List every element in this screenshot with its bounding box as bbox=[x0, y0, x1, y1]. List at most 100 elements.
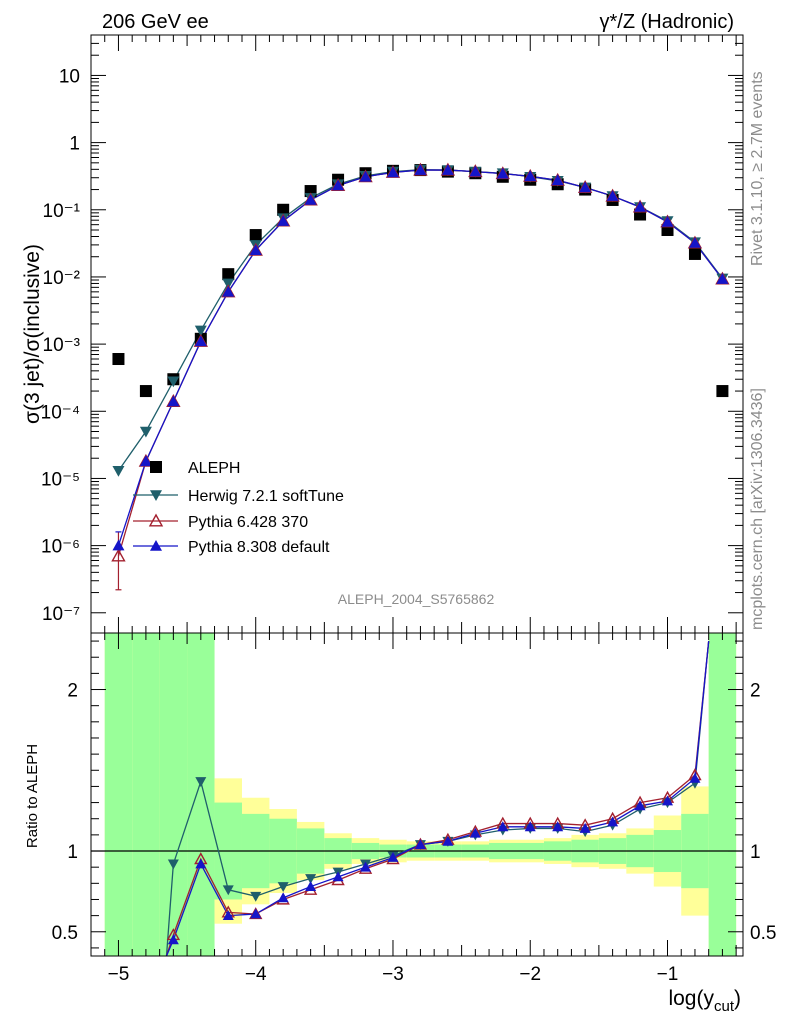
ratio-data-point bbox=[250, 908, 262, 919]
ratio-data-point bbox=[442, 835, 454, 846]
main-data-point bbox=[441, 164, 454, 175]
ratio-data-point bbox=[689, 772, 701, 783]
main-data-point bbox=[139, 426, 152, 438]
ratio-data-point bbox=[305, 881, 317, 891]
main-data-point bbox=[112, 539, 125, 551]
ratio-x-tick-label: −4 bbox=[245, 964, 267, 985]
legend-swatch-marker bbox=[150, 490, 162, 501]
legend-entry-label: Herwig 7.2.1 softTune bbox=[188, 488, 344, 505]
ratio-data-point bbox=[222, 885, 234, 896]
main-series-layer bbox=[111, 162, 730, 591]
ratio-stat-band bbox=[708, 633, 737, 956]
legend: ALEPH Herwig 7.2.1 softTune Pythia 6.428 3… bbox=[133, 460, 344, 556]
x-axis-label-subscript: cut bbox=[714, 998, 735, 1015]
x-axis-label: log(ycut) bbox=[668, 987, 741, 1015]
main-data-point bbox=[167, 395, 180, 407]
main-y-tick-label: 1 bbox=[69, 134, 80, 155]
ratio-data-point bbox=[634, 800, 646, 811]
ratio-stat-band bbox=[104, 633, 133, 956]
legend-swatch-marker bbox=[150, 461, 162, 473]
ratio-frame bbox=[90, 632, 744, 957]
main-data-point bbox=[469, 165, 482, 177]
ratio-data-point bbox=[222, 910, 234, 921]
mcplots-label: mcplots.cern.ch [arXiv:1306.3436] bbox=[749, 388, 766, 630]
ratio-stat-band bbox=[187, 633, 215, 956]
header-left: 206 GeV ee bbox=[102, 11, 209, 33]
legend-swatch-marker bbox=[148, 513, 164, 527]
main-y-tick-label: 10 bbox=[59, 66, 80, 87]
main-series-1 bbox=[117, 169, 723, 472]
main-data-point bbox=[222, 285, 235, 297]
ratio-stat-band bbox=[132, 633, 160, 956]
main-data-point bbox=[359, 170, 372, 182]
main-data-point bbox=[386, 166, 399, 178]
main-data-point bbox=[222, 268, 235, 281]
main-y-tick-label: 10⁻⁶ bbox=[41, 537, 80, 558]
ratio-data-point bbox=[305, 874, 317, 884]
legend-entry-label: Pythia 8.308 default bbox=[188, 539, 330, 556]
main-data-point bbox=[194, 335, 207, 347]
ratio-data-point bbox=[387, 851, 399, 862]
main-data-point bbox=[222, 278, 235, 290]
ratio-x-tick-label: −1 bbox=[657, 964, 679, 985]
ratio-y-axis-label: Ratio to ALEPH bbox=[24, 744, 41, 848]
main-data-point bbox=[496, 167, 509, 179]
analysis-id: ALEPH_2004_S5765862 bbox=[338, 591, 495, 607]
main-y-tick-label: 10⁻² bbox=[43, 268, 81, 289]
ratio-data-point bbox=[607, 816, 619, 827]
ratio-data-point bbox=[167, 859, 179, 870]
main-data-point bbox=[249, 244, 262, 256]
ratio-x-tick-label: −2 bbox=[519, 964, 541, 985]
main-y-tick-label: 10⁻⁷ bbox=[42, 604, 80, 625]
main-y-tick-label: 10⁻³ bbox=[43, 335, 81, 356]
ratio-y-tick-label-left: 1 bbox=[67, 842, 78, 863]
ratio-axis-ticks: 0.5 0.5 1 1 2 2 −5 −4 −3 −2 −1 bbox=[52, 633, 776, 985]
main-data-point bbox=[112, 353, 125, 366]
ratio-data-point bbox=[524, 821, 536, 832]
header-right: γ*/Z (Hadronic) bbox=[600, 11, 734, 33]
main-axis-ticks: 10⁻⁷ 10⁻⁶ 10⁻⁵ 10⁻⁴ 10⁻³ 10⁻² 10⁻¹ 1 10 bbox=[41, 34, 743, 633]
ratio-y-tick-label-right: 1 bbox=[750, 842, 761, 863]
rivet-version-label: Rivet 3.1.10, ≥ 2.7M events bbox=[749, 71, 766, 266]
legend-swatch-marker bbox=[150, 540, 162, 551]
ratio-data-point bbox=[552, 821, 564, 832]
ratio-data-point bbox=[195, 777, 207, 788]
main-data-point bbox=[688, 247, 701, 260]
main-data-point bbox=[716, 385, 729, 398]
main-data-point bbox=[139, 385, 152, 398]
ratio-series-line bbox=[165, 641, 710, 957]
main-y-axis-label: σ(3 jet)/σ(inclusive) bbox=[21, 244, 44, 424]
ratio-data-point bbox=[277, 882, 289, 893]
ratio-series-2 bbox=[165, 641, 710, 957]
x-axis-label-suffix: ) bbox=[734, 987, 741, 1010]
ratio-y-tick-label-right: 2 bbox=[750, 681, 761, 702]
ratio-y-tick-label-left: 0.5 bbox=[52, 923, 78, 944]
ratio-data-point bbox=[250, 891, 262, 902]
ratio-data-point bbox=[332, 871, 344, 882]
ratio-y-tick-label-left: 2 bbox=[67, 681, 78, 702]
main-data-point bbox=[304, 193, 317, 205]
main-data-point bbox=[634, 200, 647, 212]
main-data-point bbox=[551, 174, 564, 186]
ratio-data-point bbox=[469, 827, 481, 838]
main-data-point bbox=[332, 179, 345, 191]
ratio-panel bbox=[91, 633, 743, 956]
ratio-y-tick-label-right: 0.5 bbox=[750, 923, 776, 944]
main-data-point bbox=[606, 190, 619, 201]
main-data-point bbox=[249, 229, 262, 242]
main-data-point bbox=[661, 215, 674, 227]
ratio-data-point bbox=[167, 934, 179, 945]
legend-entry-label: ALEPH bbox=[188, 460, 240, 477]
ratio-x-tick-label: −3 bbox=[382, 964, 404, 985]
main-series-line bbox=[117, 169, 723, 472]
ratio-stat-band bbox=[159, 633, 188, 956]
ratio-data-point bbox=[662, 795, 674, 806]
ratio-data-point bbox=[579, 822, 591, 833]
main-data-point bbox=[277, 203, 290, 216]
ratio-data-point bbox=[414, 839, 426, 849]
main-data-point bbox=[414, 164, 427, 175]
ratio-data-point bbox=[195, 858, 207, 869]
main-y-tick-label: 10⁻⁵ bbox=[41, 469, 80, 490]
ratio-data-point bbox=[497, 821, 509, 832]
